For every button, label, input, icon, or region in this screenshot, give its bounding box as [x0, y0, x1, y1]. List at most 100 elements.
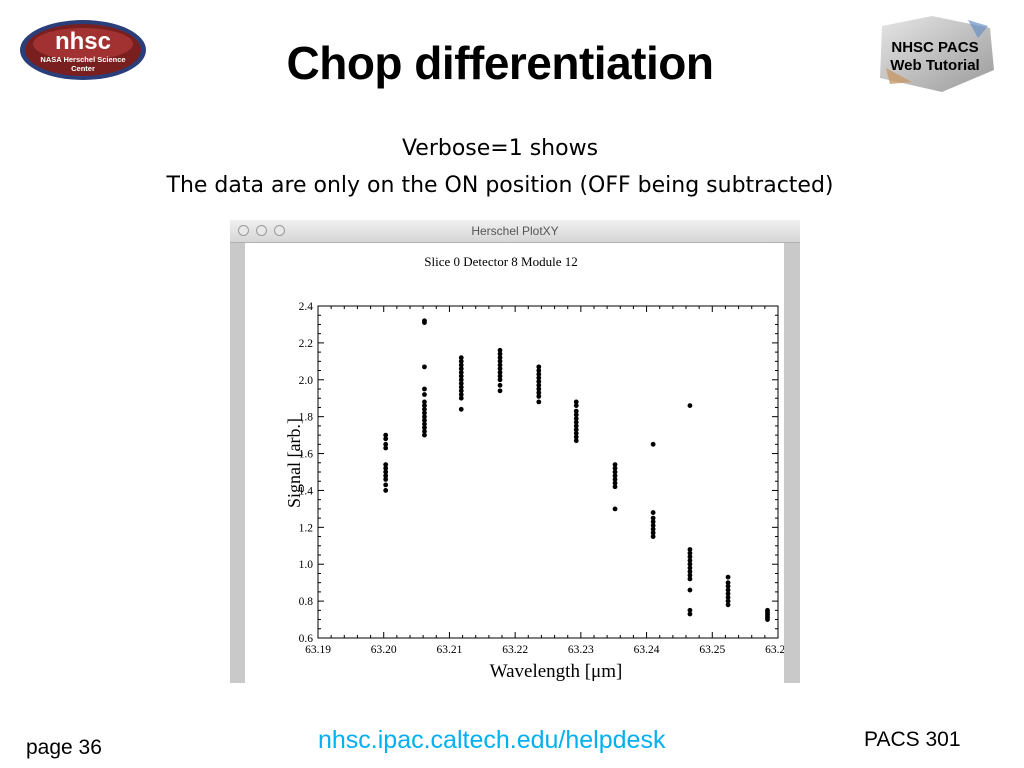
- y-tick-label: 1.6: [299, 449, 314, 461]
- data-point: [687, 547, 693, 552]
- x-tick-label: 63.25: [699, 644, 725, 656]
- data-point: [422, 364, 427, 370]
- subtitle-line-2: The data are only on the ON position (OF…: [166, 173, 834, 198]
- data-point: [383, 465, 389, 471]
- data-point: [687, 611, 693, 617]
- plot-window: Herschel PlotXY Slice 0 Detector 8 Modul…: [230, 220, 800, 683]
- data-point: [458, 355, 464, 361]
- data-point: [458, 384, 464, 390]
- data-point: [383, 441, 389, 447]
- data-point: [422, 429, 427, 434]
- window-zoom-button[interactable]: [274, 225, 285, 236]
- y-tick-label: 1.4: [299, 485, 314, 497]
- y-tick-label: 0.6: [299, 633, 314, 645]
- data-point: [383, 469, 389, 475]
- data-point: [650, 534, 656, 539]
- data-point: [497, 355, 503, 361]
- data-point: [422, 432, 427, 438]
- data-point: [422, 421, 427, 427]
- data-point: [383, 462, 389, 468]
- window-close-button[interactable]: [238, 225, 249, 236]
- pacs-logo-line2: Web Tutorial: [890, 57, 979, 74]
- data-point: [497, 351, 503, 357]
- data-point: [497, 366, 503, 372]
- data-point: [612, 469, 618, 475]
- data-point: [650, 523, 656, 528]
- nhsc-logo-line3: Center: [71, 64, 95, 73]
- helpdesk-link[interactable]: nhsc.ipac.caltech.edu/helpdesk: [318, 726, 666, 754]
- data-point: [497, 362, 503, 368]
- x-tick-label: 63.19: [305, 644, 331, 656]
- data-point: [725, 591, 731, 597]
- window-title: Herschel PlotXY: [471, 224, 559, 238]
- x-tick-label: 63.20: [371, 644, 397, 656]
- data-point: [725, 580, 731, 586]
- nhsc-logo-title: nhsc: [55, 28, 111, 55]
- data-point: [573, 399, 579, 405]
- data-point: [612, 462, 618, 468]
- x-tick-label: 63.21: [436, 644, 462, 656]
- x-tick-label: 63.24: [634, 644, 660, 656]
- course-label: PACS 301: [864, 728, 961, 751]
- data-point: [497, 370, 503, 375]
- data-point: [497, 382, 503, 388]
- y-tick-label: 2.0: [299, 375, 314, 387]
- data-point: [612, 476, 618, 482]
- y-axis-label: Signal [arb.]: [284, 418, 304, 508]
- subtitle-line-1: Verbose=1 shows: [401, 136, 599, 161]
- nhsc-logo-line2: NASA Herschel Science: [40, 55, 125, 64]
- data-point: [536, 393, 542, 399]
- data-point: [725, 587, 731, 593]
- data-point: [612, 480, 618, 486]
- data-point: [612, 465, 618, 471]
- data-point: [725, 595, 731, 600]
- data-point: [536, 364, 542, 370]
- data-point: [612, 506, 618, 512]
- data-point: [536, 375, 542, 381]
- y-tick-label: 2.4: [299, 301, 314, 313]
- window-minimize-button[interactable]: [256, 225, 267, 236]
- slide-title: Chop differentiation: [286, 37, 714, 89]
- data-point: [422, 392, 427, 397]
- data-point: [612, 473, 618, 479]
- data-point: [536, 379, 542, 385]
- data-point: [458, 381, 464, 386]
- data-point: [536, 390, 542, 396]
- data-point: [458, 377, 464, 383]
- data-point: [573, 408, 579, 414]
- data-point: [536, 371, 542, 377]
- data-point: [687, 403, 693, 408]
- data-point: [497, 377, 503, 383]
- data-point: [573, 403, 579, 408]
- x-tick-label: 63.22: [502, 644, 528, 656]
- window-titlebar[interactable]: Herschel PlotXY: [230, 220, 800, 243]
- data-point: [687, 576, 693, 582]
- data-point: [458, 366, 464, 372]
- data-point: [687, 569, 693, 574]
- data-point: [687, 572, 693, 578]
- data-point: [383, 488, 389, 493]
- data-point: [458, 392, 464, 397]
- data-point: [536, 382, 542, 388]
- data-point: [422, 406, 427, 412]
- data-point: [383, 445, 389, 451]
- data-point: [573, 430, 579, 436]
- x-tick-label: 63.23: [568, 644, 594, 656]
- data-point: [422, 403, 427, 408]
- data-point: [422, 414, 427, 420]
- data-point: [650, 510, 656, 515]
- data-point: [536, 386, 542, 392]
- data-point: [458, 406, 464, 412]
- data-point: [650, 515, 656, 521]
- data-point: [458, 395, 464, 401]
- data-point: [536, 399, 542, 405]
- data-point: [422, 425, 427, 431]
- data-point: [725, 598, 731, 604]
- data-point: [497, 358, 503, 364]
- data-point: [422, 318, 427, 324]
- data-point: [650, 526, 656, 532]
- y-tick-label: 1.8: [299, 412, 314, 424]
- data-point: [573, 416, 579, 421]
- data-point: [458, 388, 464, 394]
- data-point: [687, 550, 693, 556]
